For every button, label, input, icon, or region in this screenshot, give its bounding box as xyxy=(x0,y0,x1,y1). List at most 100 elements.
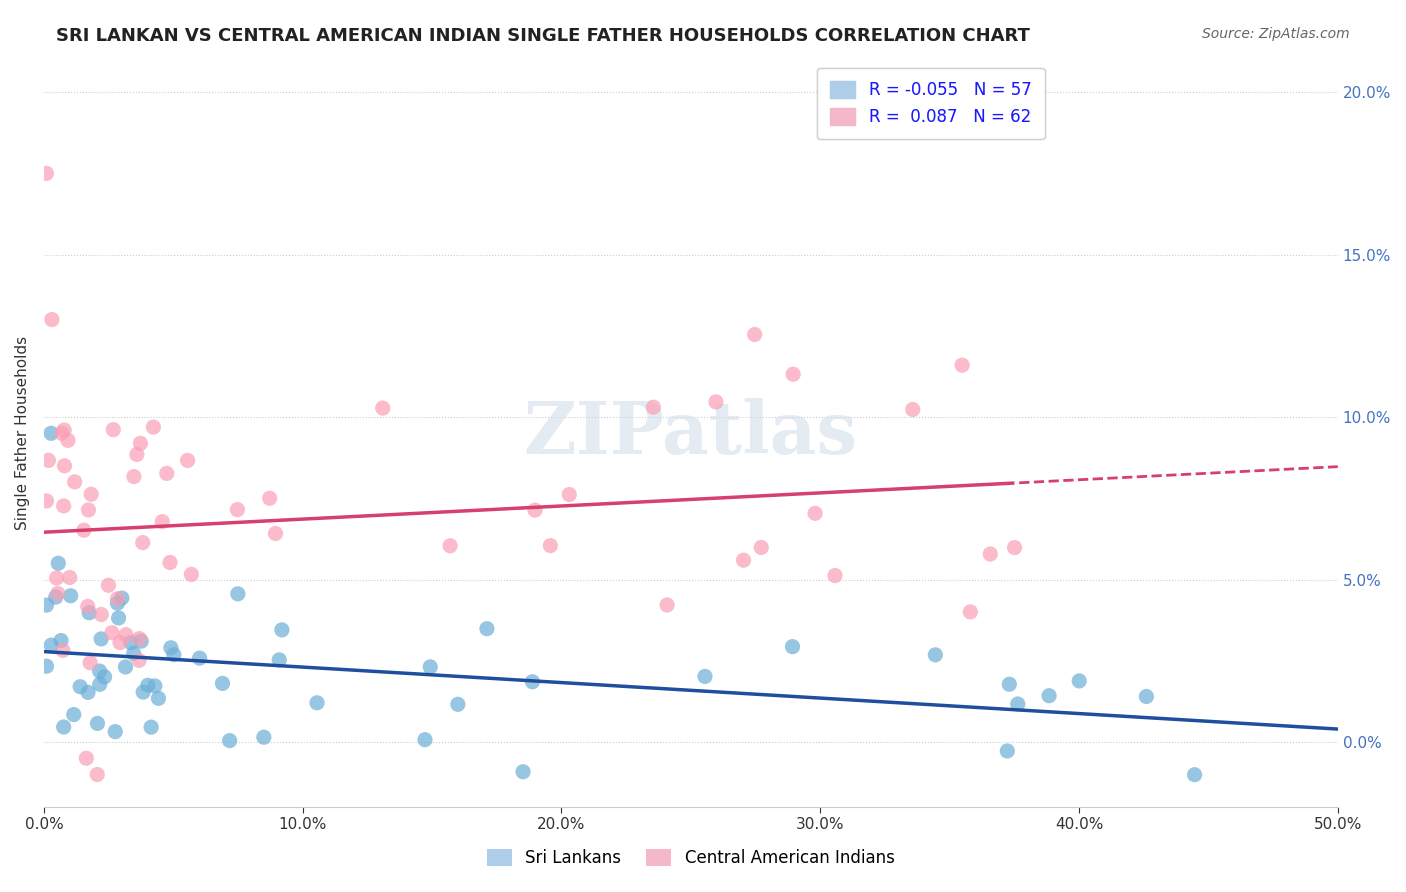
Central American Indians xyxy=(804,506,827,520)
Central American Indians xyxy=(86,767,108,781)
Central American Indians xyxy=(180,567,202,582)
Central American Indians xyxy=(101,625,124,640)
Central American Indians xyxy=(226,502,249,516)
Central American Indians xyxy=(51,426,73,441)
Legend: R = -0.055   N = 57, R =  0.087   N = 62: R = -0.055 N = 57, R = 0.087 N = 62 xyxy=(817,68,1045,139)
Sri Lankans xyxy=(693,669,716,683)
Sri Lankans xyxy=(114,660,136,674)
Central American Indians xyxy=(103,423,125,437)
Central American Indians xyxy=(950,358,973,372)
Sri Lankans xyxy=(35,598,58,612)
Central American Indians xyxy=(733,553,755,567)
Central American Indians xyxy=(115,628,138,642)
Sri Lankans xyxy=(995,744,1018,758)
Central American Indians xyxy=(108,635,131,649)
Sri Lankans xyxy=(111,591,134,606)
Sri Lankans xyxy=(46,556,69,570)
Sri Lankans xyxy=(143,679,166,693)
Sri Lankans xyxy=(253,730,276,744)
Sri Lankans xyxy=(69,680,91,694)
Sri Lankans xyxy=(160,640,183,655)
Sri Lankans xyxy=(188,651,211,665)
Sri Lankans xyxy=(475,622,498,636)
Central American Indians xyxy=(52,643,75,657)
Central American Indians xyxy=(264,526,287,541)
Sri Lankans xyxy=(1007,697,1029,711)
Sri Lankans xyxy=(122,647,145,661)
Central American Indians xyxy=(56,434,79,448)
Sri Lankans xyxy=(120,635,142,649)
Sri Lankans xyxy=(129,634,152,648)
Text: SRI LANKAN VS CENTRAL AMERICAN INDIAN SINGLE FATHER HOUSEHOLDS CORRELATION CHART: SRI LANKAN VS CENTRAL AMERICAN INDIAN SI… xyxy=(56,27,1031,45)
Sri Lankans xyxy=(271,623,294,637)
Sri Lankans xyxy=(211,676,233,690)
Sri Lankans xyxy=(77,685,100,699)
Sri Lankans xyxy=(39,638,62,652)
Central American Indians xyxy=(53,423,76,437)
Sri Lankans xyxy=(39,426,62,441)
Central American Indians xyxy=(979,547,1001,561)
Central American Indians xyxy=(76,599,98,614)
Central American Indians xyxy=(97,578,120,592)
Sri Lankans xyxy=(522,674,544,689)
Central American Indians xyxy=(259,491,281,506)
Sri Lankans xyxy=(998,677,1021,691)
Central American Indians xyxy=(132,535,155,549)
Central American Indians xyxy=(782,368,804,382)
Central American Indians xyxy=(959,605,981,619)
Central American Indians xyxy=(128,632,150,646)
Sri Lankans xyxy=(413,732,436,747)
Central American Indians xyxy=(824,568,846,582)
Central American Indians xyxy=(156,467,179,481)
Central American Indians xyxy=(80,487,103,501)
Central American Indians xyxy=(142,420,165,434)
Sri Lankans xyxy=(218,733,240,747)
Central American Indians xyxy=(79,656,101,670)
Central American Indians xyxy=(150,515,173,529)
Central American Indians xyxy=(122,469,145,483)
Sri Lankans xyxy=(136,678,159,692)
Central American Indians xyxy=(90,607,112,622)
Sri Lankans xyxy=(782,640,804,654)
Sri Lankans xyxy=(419,660,441,674)
Central American Indians xyxy=(128,653,150,667)
Central American Indians xyxy=(52,499,75,513)
Sri Lankans xyxy=(62,707,84,722)
Sri Lankans xyxy=(1069,673,1091,688)
Central American Indians xyxy=(1004,541,1026,555)
Sri Lankans xyxy=(59,589,82,603)
Central American Indians xyxy=(41,312,63,326)
Central American Indians xyxy=(655,598,678,612)
Sri Lankans xyxy=(93,670,115,684)
Sri Lankans xyxy=(104,724,127,739)
Central American Indians xyxy=(704,395,727,409)
Central American Indians xyxy=(53,458,76,473)
Central American Indians xyxy=(538,539,561,553)
Sri Lankans xyxy=(90,632,112,646)
Central American Indians xyxy=(125,447,148,461)
Central American Indians xyxy=(75,751,97,765)
Central American Indians xyxy=(59,570,82,584)
Sri Lankans xyxy=(1038,689,1060,703)
Sri Lankans xyxy=(52,720,75,734)
Central American Indians xyxy=(129,436,152,450)
Central American Indians xyxy=(176,453,198,467)
Sri Lankans xyxy=(49,633,72,648)
Central American Indians xyxy=(77,503,100,517)
Sri Lankans xyxy=(447,698,470,712)
Sri Lankans xyxy=(45,590,67,604)
Sri Lankans xyxy=(1135,690,1157,704)
Central American Indians xyxy=(558,487,581,501)
Central American Indians xyxy=(35,494,58,508)
Sri Lankans xyxy=(163,648,186,662)
Sri Lankans xyxy=(924,648,946,662)
Sri Lankans xyxy=(89,677,111,691)
Central American Indians xyxy=(107,591,129,606)
Central American Indians xyxy=(901,402,924,417)
Sri Lankans xyxy=(512,764,534,779)
Central American Indians xyxy=(749,541,772,555)
Sri Lankans xyxy=(226,587,249,601)
Sri Lankans xyxy=(35,659,58,673)
Sri Lankans xyxy=(139,720,162,734)
Central American Indians xyxy=(73,523,96,537)
